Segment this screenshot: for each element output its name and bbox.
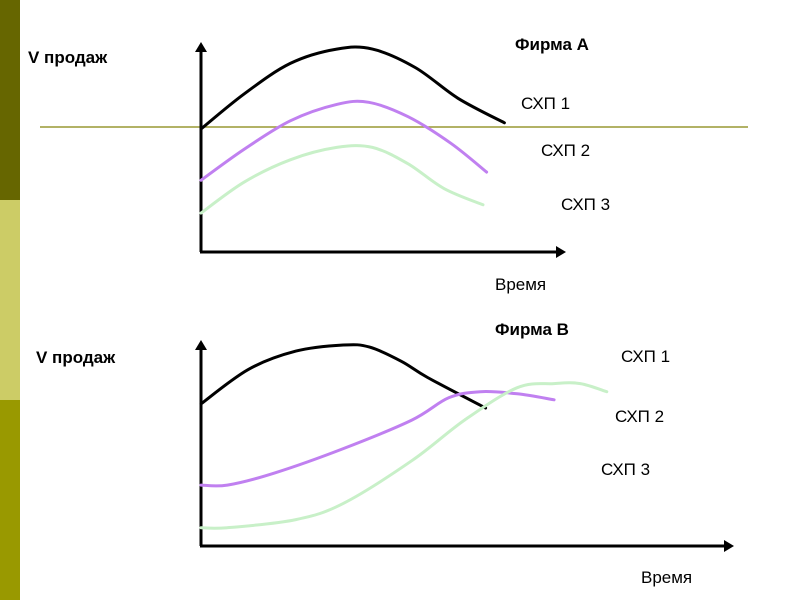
chart-b-x-axis-arrow [724,540,734,552]
chart-b-y-axis-arrow [195,340,207,350]
chart-a-legend-3: СХП 3 [561,195,611,214]
chart-b-ylabel: V продаж [36,348,116,367]
chart-a-y-axis-arrow [195,42,207,52]
chart-a-title: Фирма A [515,35,589,54]
chart-a-series-2-line [199,99,489,182]
chart-b-series-3-line [199,381,609,530]
sidebar-band-middle [0,200,20,400]
chart-b-legend-1: СХП 1 [621,347,671,366]
chart-b-legend-3: СХП 3 [601,460,651,479]
chart-b-legend-2: СХП 2 [615,407,665,426]
chart-a-ylabel: V продаж [28,48,108,67]
chart-b-xlabel: Время [641,568,693,587]
chart-b-title: Фирма B [495,320,569,339]
chart-a-legend-2: СХП 2 [541,141,591,160]
chart-a-x-axis-arrow [556,246,566,258]
sidebar-band-top [0,0,20,200]
chart-a-xlabel: Время [495,275,547,294]
sidebar-band-bottom [0,400,20,600]
chart-a-series-3-line [199,144,485,215]
chart-b [195,340,734,552]
chart-a-series-1-line [199,45,506,131]
chart-a [195,42,566,258]
chart-b-series-2-line [199,390,556,488]
chart-b-series-1-line [199,343,488,410]
chart-a-legend-1: СХП 1 [521,94,571,113]
